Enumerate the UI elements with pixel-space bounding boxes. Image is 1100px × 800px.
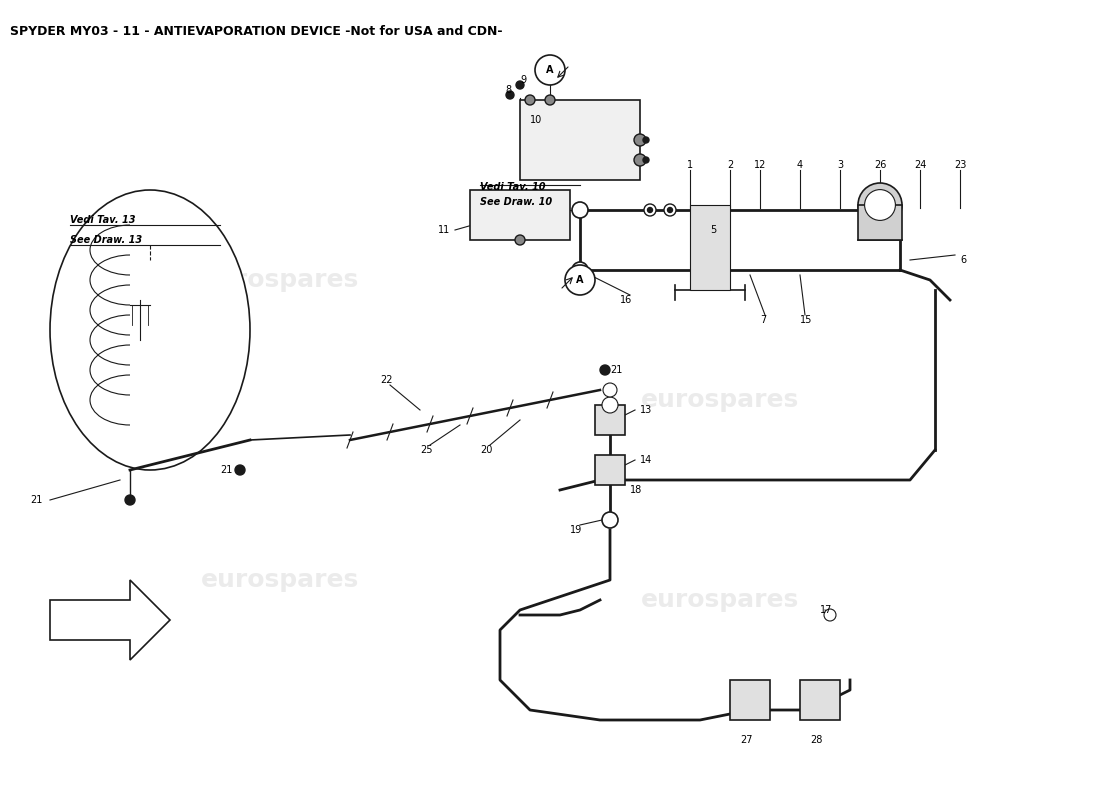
- Text: 7: 7: [760, 315, 767, 325]
- Text: 28: 28: [810, 735, 823, 745]
- FancyBboxPatch shape: [730, 680, 770, 720]
- Text: See Draw. 13: See Draw. 13: [70, 235, 142, 245]
- Text: 13: 13: [640, 405, 652, 415]
- Text: 3: 3: [837, 160, 843, 170]
- Text: 5: 5: [710, 225, 716, 235]
- Text: 21: 21: [30, 495, 43, 505]
- Text: 8: 8: [505, 85, 512, 95]
- Text: A: A: [547, 65, 553, 75]
- Text: 18: 18: [630, 485, 642, 495]
- Text: 10: 10: [530, 115, 542, 125]
- Text: 21: 21: [220, 465, 232, 475]
- Circle shape: [644, 157, 649, 163]
- Circle shape: [572, 262, 588, 278]
- Circle shape: [664, 204, 676, 216]
- FancyBboxPatch shape: [520, 100, 640, 180]
- Circle shape: [634, 134, 646, 146]
- Text: A: A: [576, 275, 584, 285]
- Circle shape: [634, 154, 646, 166]
- FancyBboxPatch shape: [800, 680, 840, 720]
- Circle shape: [668, 207, 672, 213]
- Text: 27: 27: [740, 735, 752, 745]
- Text: 11: 11: [438, 225, 450, 235]
- FancyBboxPatch shape: [595, 455, 625, 485]
- Text: eurospares: eurospares: [201, 568, 359, 592]
- Text: 2: 2: [727, 160, 733, 170]
- Circle shape: [125, 495, 135, 505]
- Text: eurospares: eurospares: [641, 588, 799, 612]
- Circle shape: [648, 207, 652, 213]
- Text: 21: 21: [610, 365, 623, 375]
- Text: 25: 25: [420, 445, 432, 455]
- Circle shape: [516, 81, 524, 89]
- Ellipse shape: [50, 190, 250, 470]
- Text: 6: 6: [960, 255, 966, 265]
- Circle shape: [515, 235, 525, 245]
- Text: 9: 9: [520, 75, 526, 85]
- Circle shape: [865, 190, 895, 220]
- FancyBboxPatch shape: [690, 205, 730, 290]
- Circle shape: [824, 609, 836, 621]
- Text: 23: 23: [954, 160, 966, 170]
- Circle shape: [644, 204, 656, 216]
- Text: 1: 1: [686, 160, 693, 170]
- Text: 16: 16: [620, 295, 632, 305]
- Circle shape: [544, 95, 556, 105]
- FancyBboxPatch shape: [858, 205, 902, 240]
- Circle shape: [235, 465, 245, 475]
- FancyBboxPatch shape: [470, 190, 570, 240]
- Text: 20: 20: [480, 445, 493, 455]
- Text: 26: 26: [873, 160, 887, 170]
- Text: 22: 22: [379, 375, 393, 385]
- Circle shape: [600, 365, 610, 375]
- Circle shape: [603, 383, 617, 397]
- Circle shape: [565, 265, 595, 295]
- Text: See Draw. 10: See Draw. 10: [480, 197, 552, 207]
- Text: 14: 14: [640, 455, 652, 465]
- Text: eurospares: eurospares: [641, 388, 799, 412]
- Text: SPYDER MY03 - 11 - ANTIEVAPORATION DEVICE -Not for USA and CDN-: SPYDER MY03 - 11 - ANTIEVAPORATION DEVIC…: [10, 25, 503, 38]
- Polygon shape: [50, 580, 170, 660]
- Text: 17: 17: [820, 605, 833, 615]
- Text: 12: 12: [754, 160, 767, 170]
- Circle shape: [525, 95, 535, 105]
- Circle shape: [506, 91, 514, 99]
- Circle shape: [644, 137, 649, 143]
- Circle shape: [602, 512, 618, 528]
- Text: Vedi Tav. 13: Vedi Tav. 13: [70, 215, 135, 225]
- Text: Vedi Tav. 10: Vedi Tav. 10: [480, 182, 546, 192]
- FancyBboxPatch shape: [595, 405, 625, 435]
- Circle shape: [858, 183, 902, 227]
- Circle shape: [572, 202, 588, 218]
- Circle shape: [602, 397, 618, 413]
- Text: 4: 4: [796, 160, 803, 170]
- Circle shape: [535, 55, 565, 85]
- Text: 15: 15: [800, 315, 813, 325]
- Text: 19: 19: [570, 525, 582, 535]
- Text: eurospares: eurospares: [201, 268, 359, 292]
- Text: 24: 24: [914, 160, 926, 170]
